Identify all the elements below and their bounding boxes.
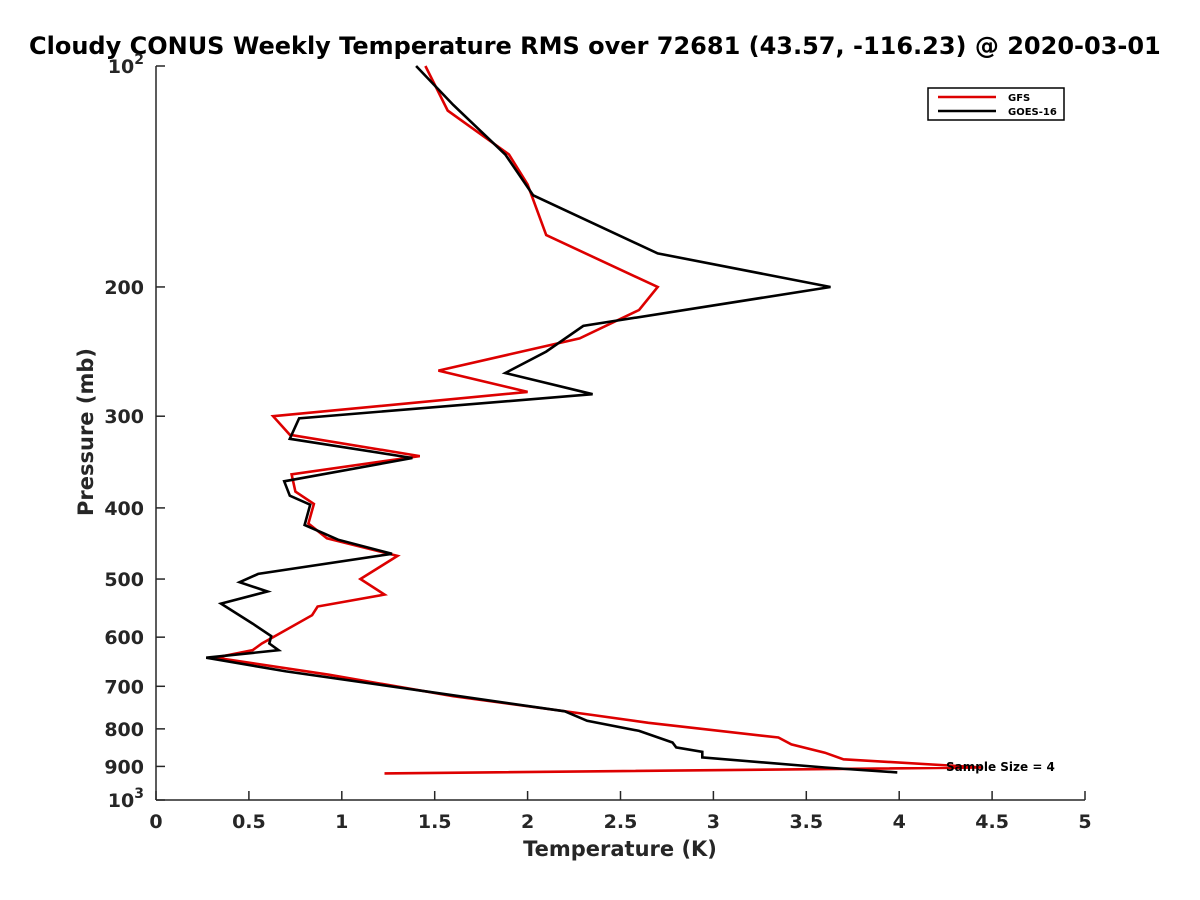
x-axis-label: Temperature (K)	[523, 837, 717, 861]
y-tick-label: 200	[104, 277, 144, 299]
legend-label: GFS	[1008, 93, 1030, 104]
y-tick-label: 300	[104, 406, 144, 428]
x-tick-label: 1.5	[418, 811, 452, 833]
x-tick-label: 5	[1078, 811, 1091, 833]
axes-layer: 0 0.5 1 1.5 2 2.5 3 3.5 4 4.5 5 102 200 300 400 500 600 7…	[104, 52, 1091, 833]
legend: GFS GOES-16	[927, 87, 1065, 121]
y-tick-label: 103	[108, 786, 144, 812]
series-line-gfs	[215, 65, 983, 775]
y-tick-label: 800	[104, 719, 144, 741]
x-tick-label: 1	[335, 811, 348, 833]
y-tick-label: 400	[104, 498, 144, 520]
series-line-goes-16	[205, 65, 898, 774]
x-tick-label: 2	[521, 811, 534, 833]
y-axis-label: Pressure (mb)	[74, 348, 98, 516]
legend-box	[927, 87, 1065, 121]
series-layer	[205, 65, 983, 775]
y-tick-label: 102	[108, 52, 144, 78]
y-tick-label: 900	[104, 756, 144, 778]
x-tick-label: 4.5	[975, 811, 1009, 833]
y-tick-label: 500	[104, 569, 144, 591]
x-tick-label: 3	[707, 811, 720, 833]
x-tick-label: 0	[149, 811, 162, 833]
chart-title: Cloudy CONUS Weekly Temperature RMS over…	[29, 32, 1161, 60]
y-tick-label: 700	[104, 676, 144, 698]
sample-size-annotation: Sample Size = 4	[946, 760, 1055, 774]
x-tick-label: 0.5	[232, 811, 266, 833]
x-tick-label: 4	[893, 811, 906, 833]
x-tick-label: 2.5	[604, 811, 638, 833]
x-tick-label: 3.5	[789, 811, 823, 833]
legend-label: GOES-16	[1008, 107, 1057, 118]
y-tick-label: 600	[104, 627, 144, 649]
